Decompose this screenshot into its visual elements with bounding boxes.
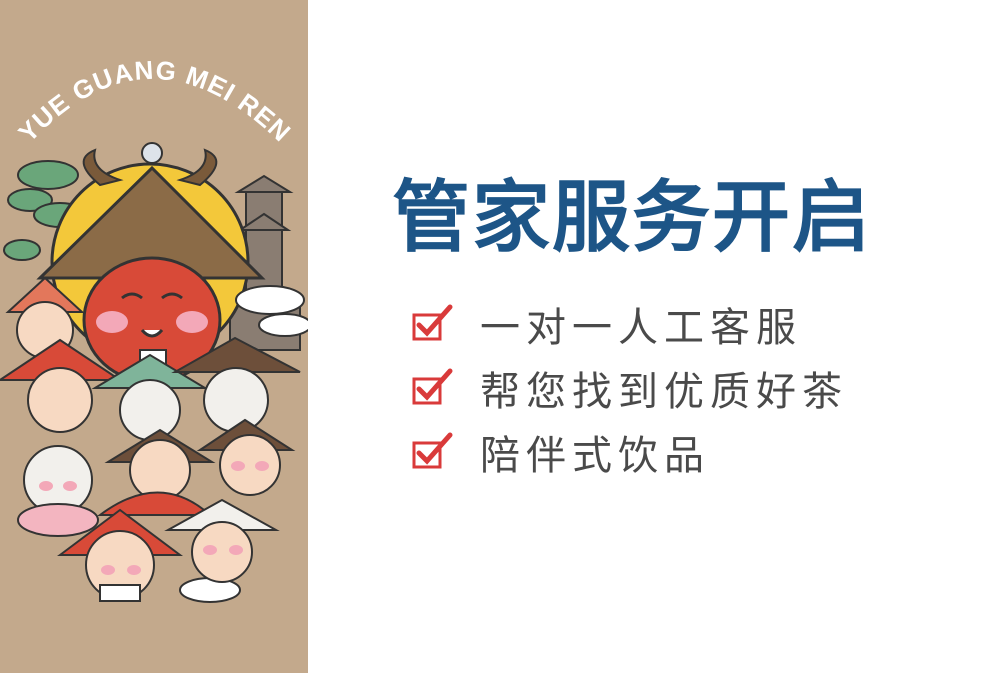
poster-illustration: YUE GUANG MEI REN bbox=[0, 0, 308, 673]
feature-item-3: 陪伴式饮品 bbox=[410, 420, 970, 484]
feature-item-2: 帮您找到优质好茶 bbox=[410, 356, 970, 420]
feature-label: 一对一人工客服 bbox=[480, 305, 802, 351]
cartoon-characters-icon: YUE GUANG MEI REN bbox=[0, 55, 308, 603]
page-title: 管家服务开启 bbox=[392, 173, 873, 263]
feature-label: 帮您找到优质好茶 bbox=[480, 369, 848, 415]
checkbox-checked-icon bbox=[412, 368, 453, 405]
feature-item-1: 一对一人工客服 bbox=[410, 292, 970, 356]
feature-label: 陪伴式饮品 bbox=[480, 433, 710, 479]
brand-arc-text: YUE GUANG MEI REN bbox=[12, 55, 297, 148]
checkbox-checked-icon bbox=[412, 432, 453, 469]
feature-list: 一对一人工客服 帮您找到优质好茶 陪伴式饮品 bbox=[410, 292, 970, 484]
checkbox-checked-icon bbox=[412, 304, 453, 341]
